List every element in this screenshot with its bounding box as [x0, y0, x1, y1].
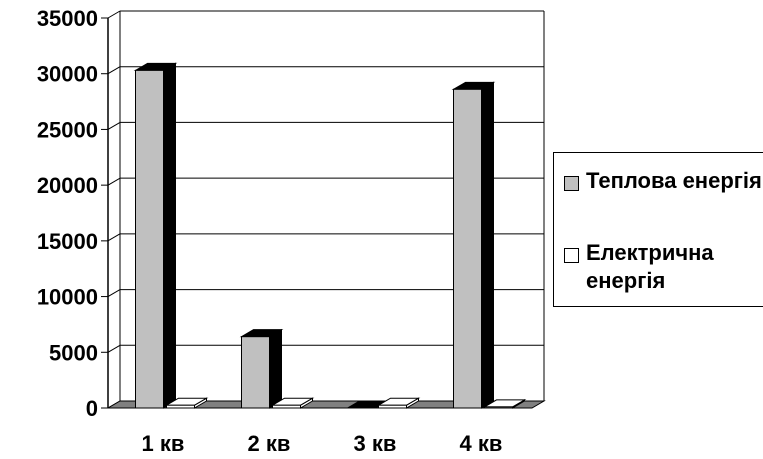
bar-front-face — [484, 406, 513, 409]
legend: Теплова енергія Електрична енергія — [553, 152, 763, 307]
y-tick-label: 10000 — [37, 285, 98, 310]
y-tick-label: 30000 — [37, 62, 98, 87]
bar-teplova-1 — [133, 62, 178, 409]
bar-front-face — [241, 336, 270, 409]
gridline-depth-10000 — [107, 289, 121, 298]
bar-front-face — [135, 69, 164, 409]
bar-elektrychna-3 — [376, 397, 421, 409]
gridline-depth-15000 — [107, 233, 121, 242]
x-category-label: 1 кв — [142, 431, 185, 456]
y-tick-label: 5000 — [49, 340, 98, 365]
gridline-depth-30000 — [107, 66, 121, 75]
bar-front-face — [453, 88, 482, 409]
bar-front-face — [378, 404, 407, 409]
bar-teplova-4 — [451, 81, 496, 409]
bars — [133, 62, 527, 409]
bar-side-face — [269, 328, 282, 409]
y-tick-label: 20000 — [37, 173, 98, 198]
bar-elektrychna-4 — [482, 399, 527, 409]
x-category-label: 3 кв — [354, 431, 397, 456]
y-tick-label: 25000 — [37, 117, 98, 142]
y-tick-labels: 0 5000 10000 15000 20000 25000 30000 35000 — [37, 6, 98, 421]
y-tick-label: 15000 — [37, 229, 98, 254]
bar-teplova-2 — [239, 328, 284, 409]
y-tick-label: 35000 — [37, 6, 98, 31]
bar-side-face — [481, 81, 494, 409]
x-category-label: 2 кв — [248, 431, 291, 456]
bar-front-face — [166, 404, 195, 409]
bar-elektrychna-2 — [270, 397, 315, 409]
gridline-depth-20000 — [107, 177, 121, 186]
legend-item-series-2: Електрична енергія — [564, 235, 763, 295]
legend-item-series-1: Теплова енергія — [564, 163, 763, 195]
axes — [101, 17, 109, 409]
legend-label-series-2: Електрична енергія — [586, 240, 714, 293]
legend-swatch-series-2 — [564, 248, 579, 263]
bar-front-face — [272, 404, 301, 409]
bar-elektrychna-1 — [164, 397, 209, 409]
gridline-depth-35000 — [107, 10, 121, 19]
x-category-labels: 1 кв 2 кв 3 кв 4 кв — [142, 431, 503, 456]
x-category-label: 4 кв — [460, 431, 503, 456]
gridline-depth-25000 — [107, 121, 121, 130]
y-tick-label: 0 — [86, 396, 98, 421]
legend-swatch-series-1 — [564, 176, 579, 191]
bar-side-face — [163, 62, 176, 409]
gridline-depth-5000 — [107, 344, 121, 353]
legend-label-series-1: Теплова енергія — [586, 168, 762, 193]
